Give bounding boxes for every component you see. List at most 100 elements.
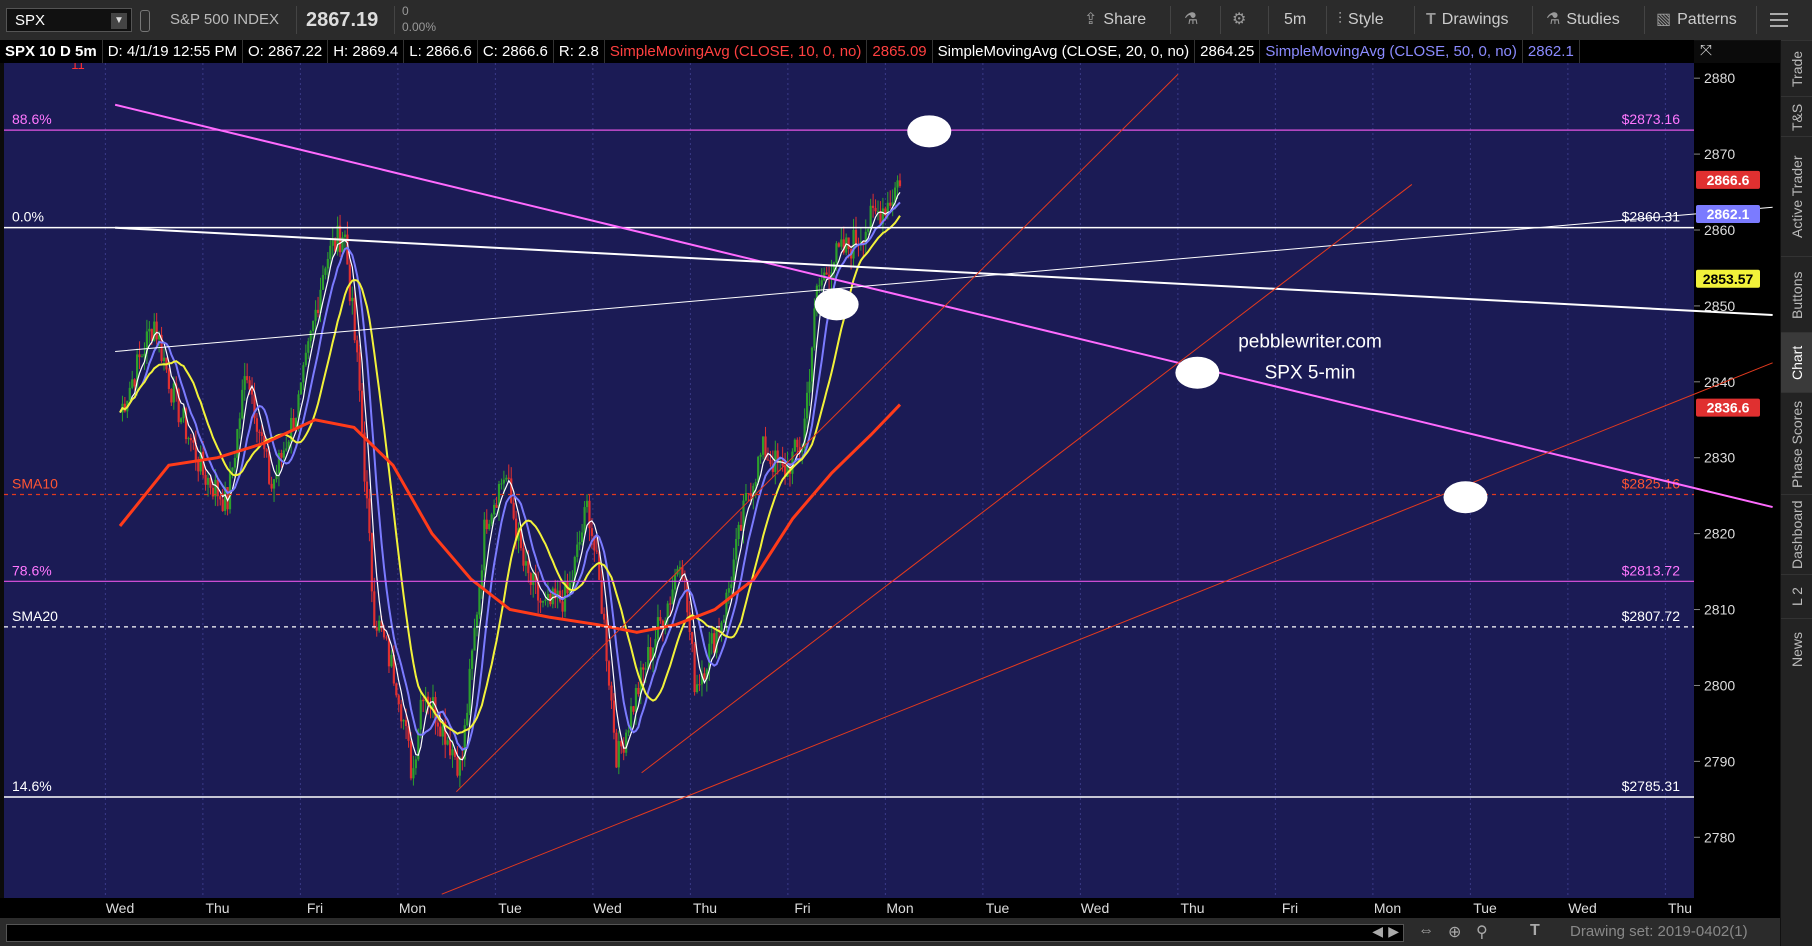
sma10-label[interactable]: SimpleMovingAvg (CLOSE, 10, 0, no) — [605, 40, 868, 63]
candle-body — [637, 687, 640, 695]
price-chart[interactable]: 2780 2790 2800 2810 2820 2830 2840 2850 2860 2870… — [0, 63, 1780, 918]
highlight-marker[interactable] — [1443, 481, 1488, 514]
candle-body — [287, 441, 290, 449]
candle-body — [820, 280, 823, 286]
candle-body — [358, 352, 361, 391]
scroll-left-icon[interactable]: ◀ — [1372, 923, 1383, 939]
timeframe-button[interactable]: 5m — [1284, 11, 1307, 28]
trend-line[interactable] — [115, 226, 1773, 317]
trend-line[interactable] — [456, 74, 1179, 793]
crosshair-icon[interactable]: ⊕ — [1448, 924, 1462, 941]
candle-body — [331, 240, 334, 246]
candle-body — [891, 202, 894, 206]
candle-body — [309, 331, 312, 342]
trend-line[interactable] — [114, 103, 1773, 509]
candle-body — [735, 539, 738, 560]
candle-body — [894, 187, 897, 203]
time-axis[interactable] — [0, 898, 1780, 918]
sidebar-tab-chart[interactable]: Chart — [1781, 332, 1812, 393]
sidebar-tab-news[interactable]: News — [1781, 618, 1812, 679]
candle-body — [219, 496, 222, 500]
candle-body — [180, 418, 183, 423]
price-axis[interactable] — [1694, 63, 1780, 898]
symbol-input[interactable]: SPX ▼ — [6, 8, 132, 32]
sma10-line[interactable] — [119, 192, 901, 761]
sidebar-tab-l-2[interactable]: L 2 — [1781, 574, 1812, 619]
drawing-tool-icon[interactable]: T — [1530, 922, 1540, 939]
sma-long-line[interactable] — [118, 403, 902, 634]
candle-body — [632, 706, 635, 712]
candle-body — [840, 239, 843, 247]
candle-body — [343, 234, 347, 238]
sma20-label[interactable]: SimpleMovingAvg (CLOSE, 20, 0, no) — [933, 40, 1196, 63]
sidebar-tab-active-trader[interactable]: Active Trader — [1781, 136, 1812, 257]
candle-body — [869, 205, 872, 229]
trend-line[interactable] — [641, 184, 1413, 774]
sma20-line[interactable] — [119, 201, 901, 752]
zoom-icon[interactable]: ⚲ — [1476, 924, 1488, 941]
candle-body — [292, 417, 295, 430]
sidebar-tab-phase-scores[interactable]: Phase Scores — [1781, 392, 1812, 495]
y-tick-label: 2780 — [1704, 829, 1735, 845]
studies-button[interactable]: ⚗ Studies — [1546, 0, 1620, 40]
highlight-marker[interactable] — [1175, 356, 1220, 389]
settings-button[interactable]: ⚙ — [1232, 0, 1252, 40]
candle-body — [471, 650, 474, 669]
sidebar-tab-trade[interactable]: Trade — [1781, 40, 1812, 97]
candle-body — [265, 449, 268, 452]
candle-body — [233, 457, 237, 468]
patterns-label: Patterns — [1677, 11, 1737, 28]
candle-body — [451, 749, 454, 756]
candle-body — [634, 687, 638, 712]
candle-body — [463, 725, 466, 760]
style-button[interactable]: ⫶ Style — [1338, 0, 1384, 40]
sma50-label[interactable]: SimpleMovingAvg (CLOSE, 50, 0, no) — [1260, 40, 1523, 63]
sidebar-tab-buttons[interactable]: Buttons — [1781, 256, 1812, 333]
menu-icon[interactable] — [1770, 10, 1788, 28]
drawings-button[interactable]: T Drawings — [1426, 0, 1508, 40]
candle-body — [133, 379, 136, 387]
highlight-marker[interactable] — [907, 115, 952, 148]
link-icon[interactable] — [140, 10, 150, 32]
candle-body — [387, 638, 391, 667]
candle-body — [197, 461, 200, 472]
plot-area[interactable] — [4, 63, 1694, 898]
candle-body — [808, 381, 811, 393]
candle-body — [673, 574, 677, 590]
sma50-line[interactable] — [119, 215, 901, 735]
sidebar-tab-dashboard[interactable]: Dashboard — [1781, 494, 1812, 575]
scroll-right-icon[interactable]: ▶ — [1388, 923, 1399, 939]
price-tag — [1696, 205, 1760, 224]
candle-body — [407, 726, 410, 741]
candle-body — [793, 439, 796, 452]
share-button[interactable]: ⇪ Share — [1084, 0, 1146, 40]
bar-range: R: 2.8 — [554, 40, 605, 63]
candle-body — [365, 481, 369, 499]
patterns-button[interactable]: ▧ Patterns — [1656, 0, 1737, 40]
trend-line[interactable] — [441, 362, 1773, 895]
candle-body — [544, 599, 547, 601]
candle-body — [360, 390, 364, 433]
candle-body — [524, 561, 527, 566]
trend-line[interactable] — [115, 206, 1773, 352]
pan-icon[interactable]: ⇔ — [1418, 922, 1434, 939]
candle-body — [522, 548, 525, 566]
level-right-label: $2785.31 — [1622, 778, 1681, 794]
drawing-set-label[interactable]: Drawing set: 2019-0402(1) — [1570, 923, 1748, 940]
candle-body — [598, 551, 601, 580]
candle-body — [246, 376, 249, 381]
highlight-marker[interactable] — [814, 288, 859, 321]
candle-body — [669, 603, 672, 605]
candle-body — [483, 519, 486, 571]
flask-button[interactable]: ⚗ — [1184, 0, 1204, 40]
collapse-icon[interactable]: ⤧ — [1700, 42, 1713, 59]
candle-body — [502, 479, 505, 484]
horizontal-scrollbar[interactable]: ◀ ▶ — [6, 923, 1404, 942]
chevron-down-icon[interactable]: ▼ — [111, 13, 127, 29]
candle-body — [228, 471, 232, 510]
candle-body — [617, 741, 620, 768]
candle-body — [642, 667, 645, 670]
candle-body — [453, 749, 457, 758]
sidebar-tab-t-s[interactable]: T&S — [1781, 96, 1812, 137]
candle-body — [827, 274, 831, 280]
